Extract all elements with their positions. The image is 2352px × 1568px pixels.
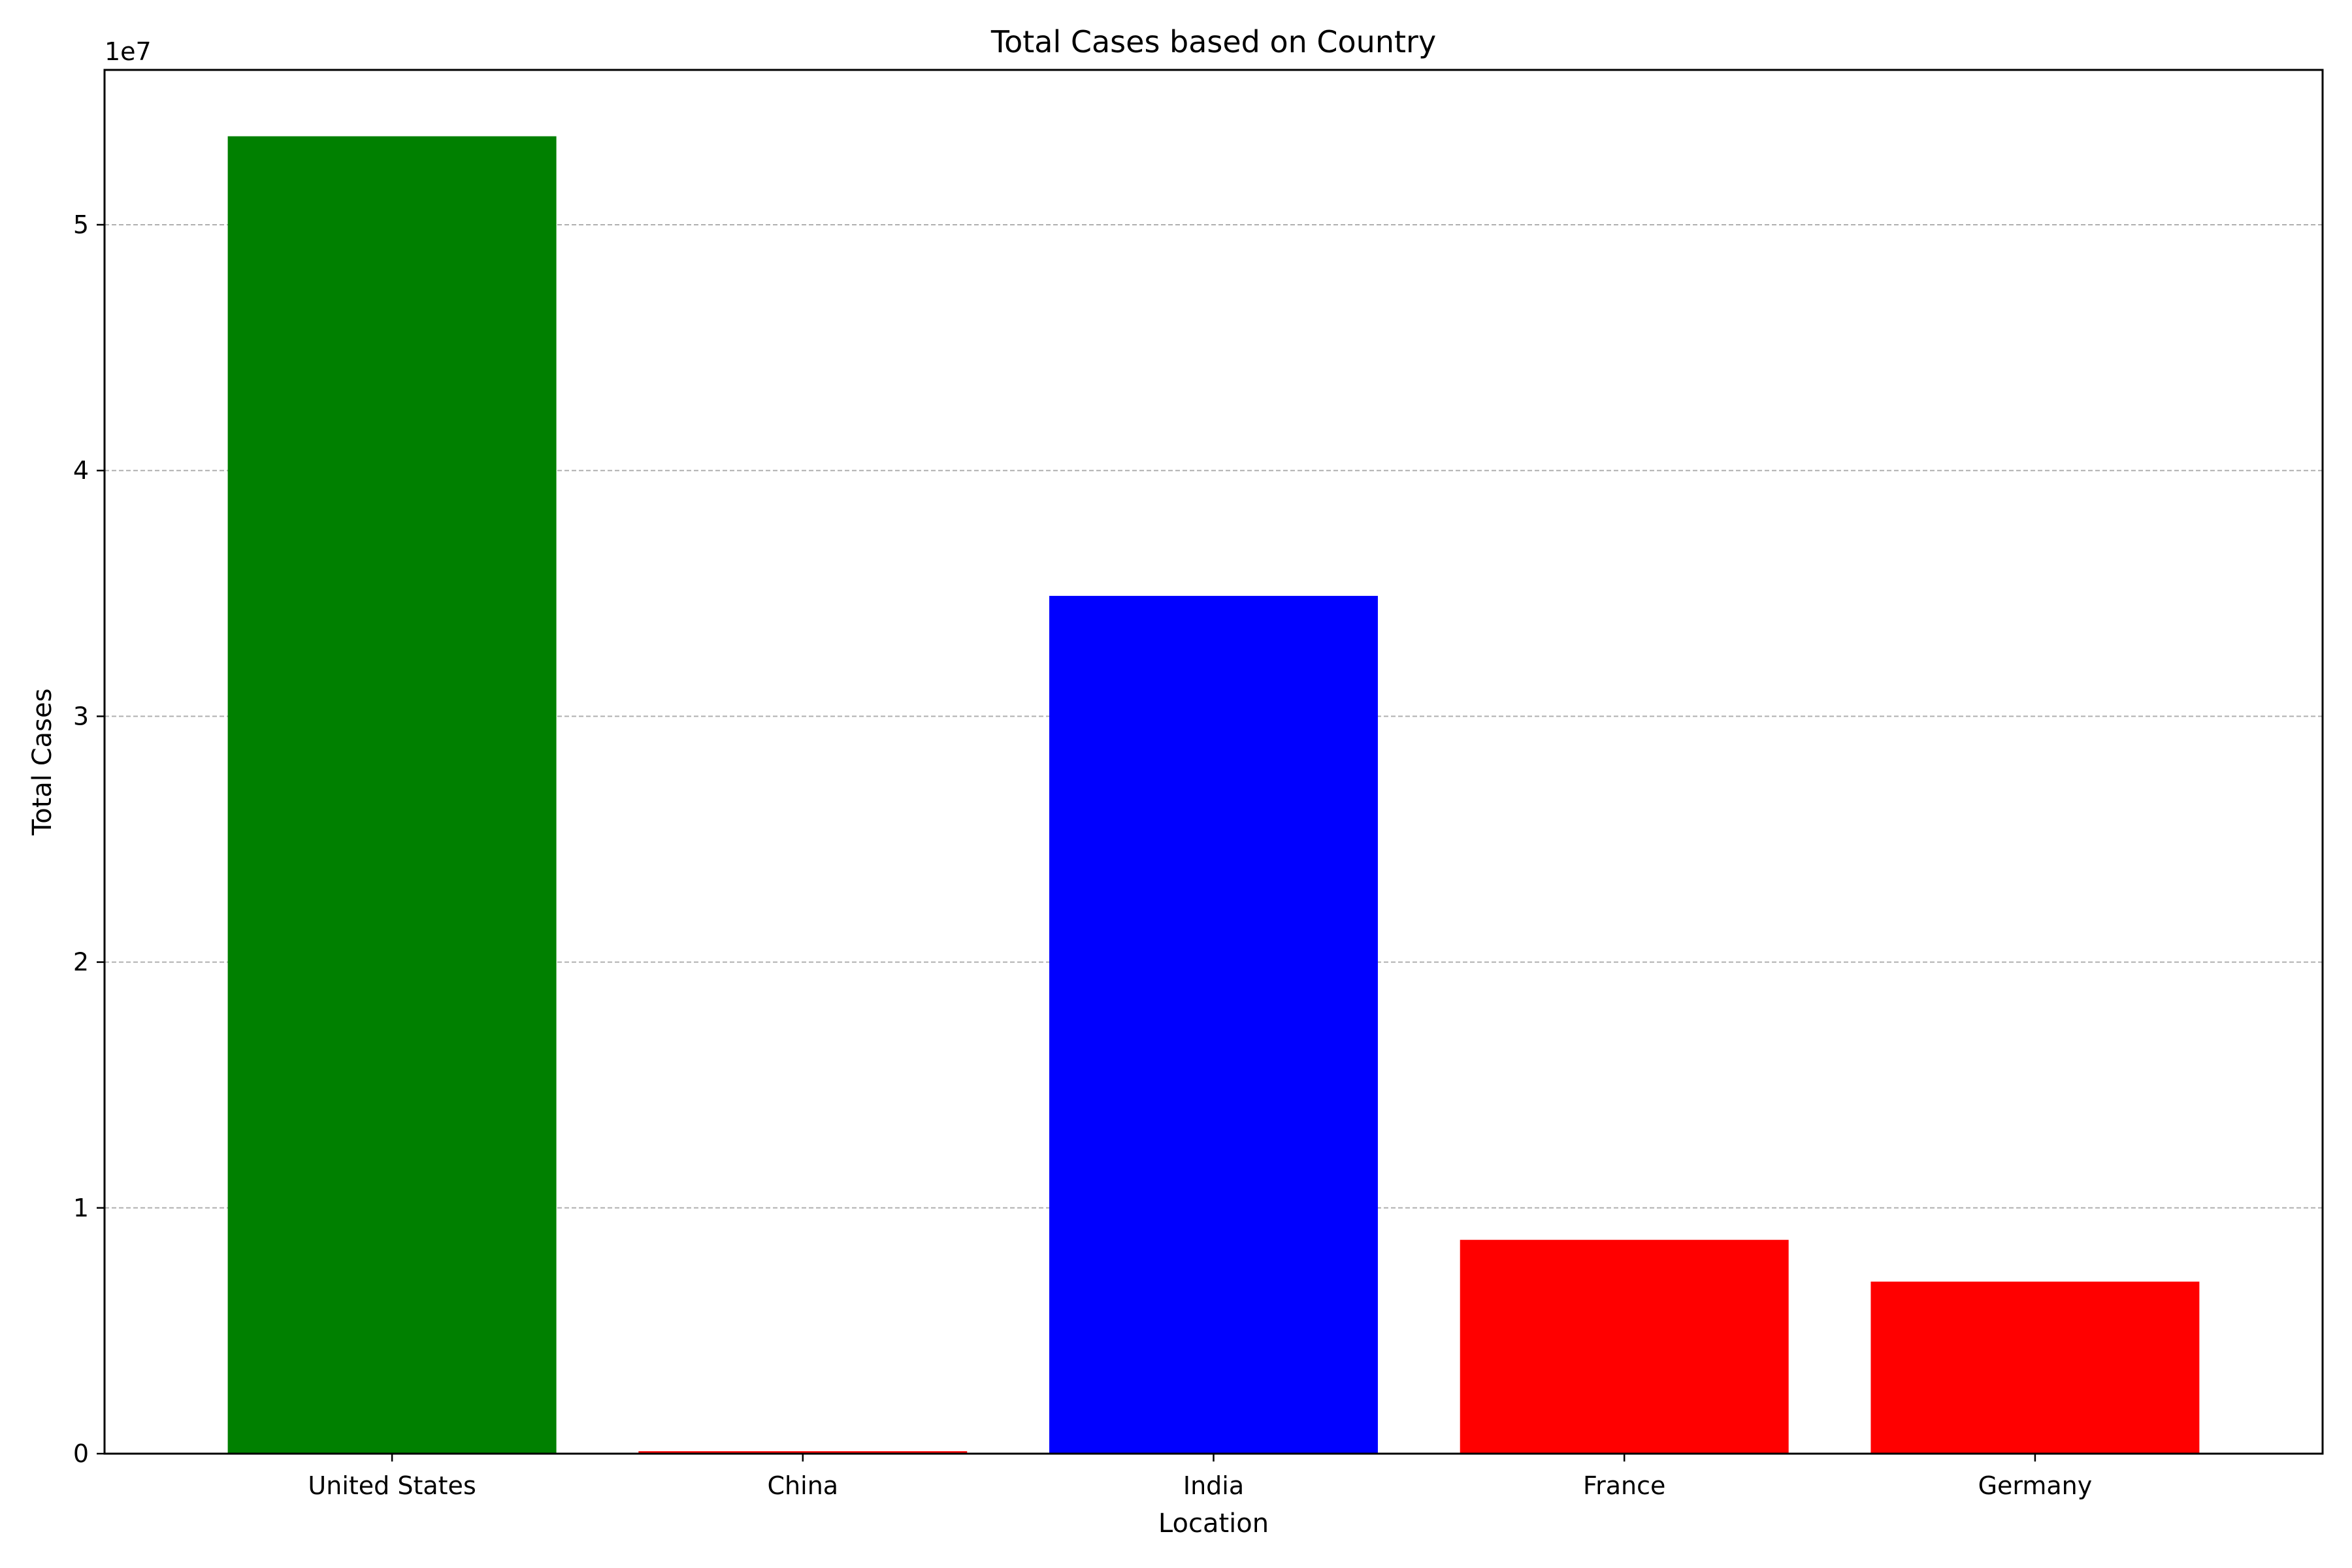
y-tick-label: 4 [73,456,89,485]
x-tick-label: France [1583,1471,1665,1500]
x-axis-label: Location [1158,1509,1269,1539]
x-tick-label: India [1183,1471,1244,1500]
axis-ticks: 0 1 2 3 4 5 United States China India France Germa… [73,210,2092,1500]
y-axis-label: Total Cases [27,689,57,836]
x-tick-label: Germany [1978,1471,2093,1500]
y-tick-label: 1 [73,1194,89,1222]
y-axis-exponent-label: 1e7 [105,37,152,66]
chart-title: Total Cases based on Country [990,24,1436,59]
y-tick-label: 5 [73,210,89,239]
bar-india [1049,596,1378,1454]
x-tick-label: United States [308,1471,476,1500]
bars [227,136,2200,1454]
bar-france [1460,1239,1789,1454]
bar-china [638,1451,968,1454]
y-tick-label: 0 [73,1439,89,1468]
x-tick-label: China [768,1471,839,1500]
y-tick-label: 3 [73,702,89,730]
bar-united-states [227,136,557,1454]
bar-germany [1870,1281,2200,1454]
y-tick-label: 2 [73,948,89,977]
